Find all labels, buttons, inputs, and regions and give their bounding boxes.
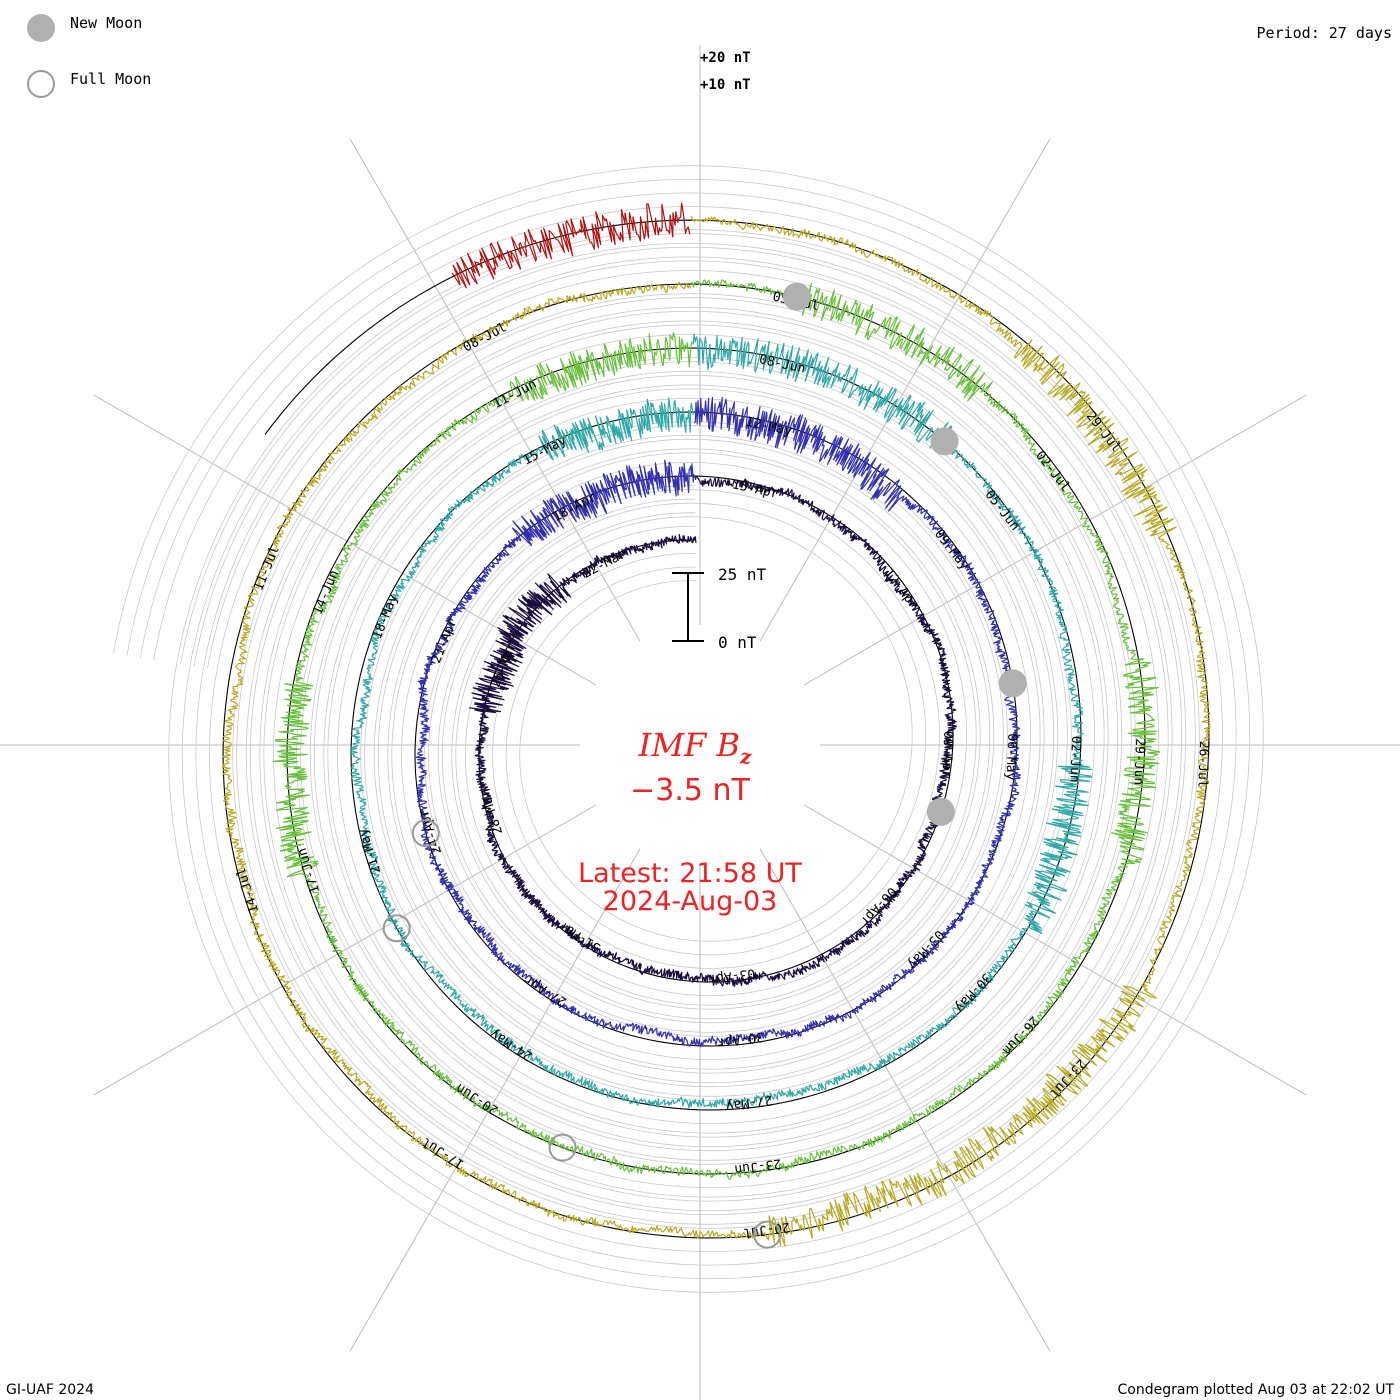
grid-spoke: [759, 848, 1051, 1352]
date-label: 26-Jul: [1194, 740, 1211, 788]
grid-spiral: [113, 165, 1264, 1293]
full-moon-legend-label: Full Moon: [70, 70, 152, 88]
grid-spiral: [126, 178, 1251, 1280]
date-label: 17-Jul: [419, 1134, 467, 1172]
grid-spoke: [93, 394, 597, 686]
date-label: 28-Mar: [477, 787, 506, 836]
date-label: 02-Jul: [1032, 448, 1073, 494]
zero-axis: [222, 219, 1210, 1239]
parameter-name: IMF B: [638, 726, 740, 764]
zero-axis-spiral: [222, 219, 1210, 1239]
scale-bottom-label: 0 nT: [718, 633, 757, 652]
date-label: 11-Jul: [251, 544, 283, 593]
date-label: 24-May: [488, 1025, 536, 1063]
new-moon-marker: [998, 669, 1027, 698]
footer-plotted: Condegram plotted Aug 03 at 22:02 UT: [1117, 1382, 1394, 1398]
full-moon-marker: [548, 1133, 577, 1162]
series-line-3: [349, 333, 1093, 1109]
grid-spoke: [349, 138, 641, 642]
date-label: 05-Jun: [982, 487, 1023, 533]
new-moon-marker: [930, 427, 959, 456]
date-label: 17-Jun: [295, 846, 324, 895]
date-label: 21-Apr: [429, 616, 461, 665]
radial-grid: [0, 45, 1400, 1400]
date-label: 20-Jun: [454, 1080, 502, 1118]
new-moon-marker: [782, 282, 811, 311]
grid-spoke: [803, 394, 1307, 686]
current-value: −3.5 nT: [630, 773, 750, 808]
new-moon-legend-icon: [27, 14, 55, 42]
new-moon-marker: [926, 797, 955, 826]
footer-credit: GI-UAF 2024: [6, 1382, 94, 1398]
series-line-1: [469, 475, 957, 987]
grid-spiral: [193, 246, 1183, 1212]
date-label: 30-Apr: [716, 1029, 765, 1050]
grid-spiral: [153, 206, 1223, 1252]
date-label: 27-May: [725, 1092, 774, 1113]
grid-spoke: [759, 138, 1051, 642]
radial-scale-label-10: +10 nT: [700, 77, 751, 93]
grid-spiral: [139, 192, 1237, 1266]
date-label: 29-Jun: [1130, 738, 1147, 786]
latest-date: 2024-Aug-03: [602, 886, 778, 917]
full-moon-marker: [411, 819, 440, 848]
grid-spoke: [803, 804, 1307, 1096]
moon-markers: [382, 282, 1027, 1249]
series-traces: [221, 202, 1211, 1247]
date-label: 12-Apr: [880, 566, 921, 612]
latest-time: Latest: 21:58 UT: [578, 858, 802, 889]
full-moon-marker: [753, 1220, 782, 1249]
scale-bar: 25 nT 0 nT: [672, 565, 767, 652]
date-label: 09-Apr: [939, 731, 956, 779]
period-label: Period: 27 days: [1256, 24, 1392, 42]
series-line-2: [415, 396, 1021, 1048]
new-moon-legend-label: New Moon: [70, 14, 143, 32]
date-label: 23-Jun: [733, 1155, 782, 1176]
series-line-6: [451, 202, 691, 289]
date-label: 09-May: [931, 527, 972, 573]
date-label: 27-Apr: [522, 971, 570, 1009]
grid-spiral: [207, 260, 1169, 1198]
radial-scale-label-20: +20 nT: [700, 50, 751, 66]
parameter-subscript: z: [739, 744, 752, 769]
full-moon-marker: [382, 914, 411, 943]
grid-spiral: [180, 233, 1196, 1225]
parameter-title: IMF Bz: [600, 726, 790, 768]
date-label: 14-Jun: [310, 568, 342, 617]
date-label: 03-Apr: [707, 965, 756, 986]
date-label: 24-Apr: [416, 807, 445, 856]
scale-top-label: 25 nT: [718, 565, 767, 584]
date-label: 14-Jul: [234, 866, 263, 915]
date-label: 06-May: [1003, 733, 1020, 781]
grid-spoke: [93, 804, 597, 1096]
full-moon-legend-icon: [27, 70, 55, 98]
date-label: 18-May: [370, 592, 402, 641]
series-line-5: [221, 215, 1211, 1247]
series-line-4: [272, 279, 1161, 1180]
date-label: 02-Jun: [1066, 736, 1083, 784]
date-label: 21-May: [356, 826, 385, 875]
date-label: 31-Mar: [556, 917, 604, 955]
